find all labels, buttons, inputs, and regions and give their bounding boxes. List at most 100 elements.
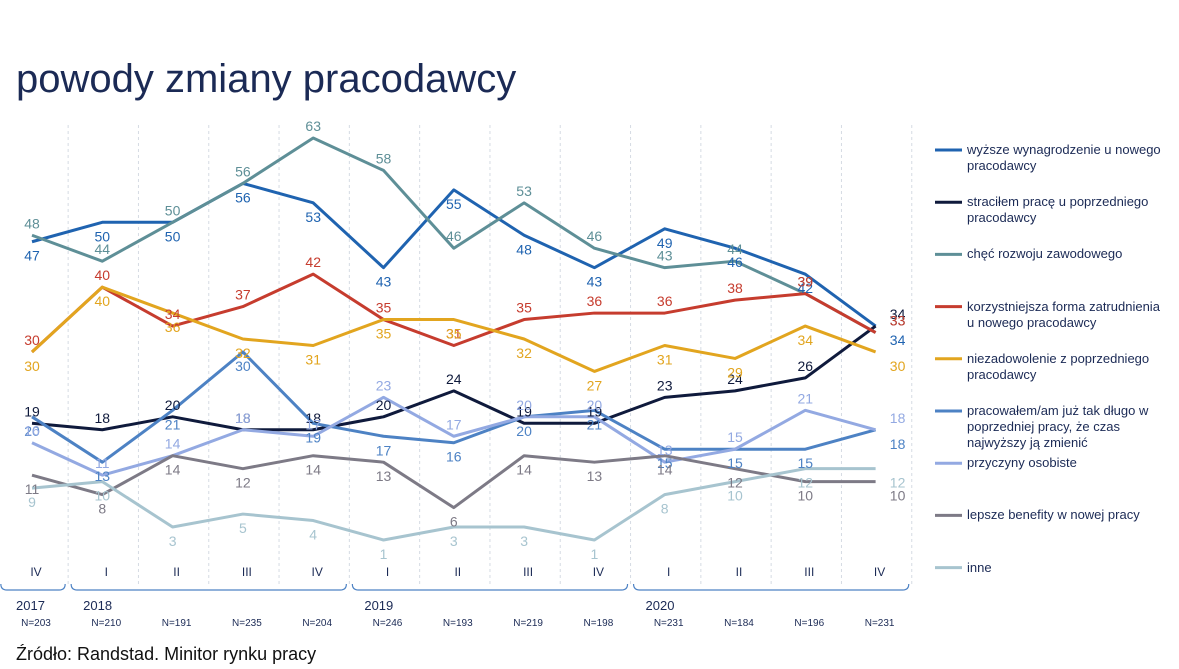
data-label: 43 — [587, 274, 603, 290]
sample-size: N=191 — [162, 618, 192, 629]
data-label: 53 — [305, 209, 321, 225]
x-tick-label: III — [242, 565, 252, 579]
data-label: 14 — [657, 462, 673, 478]
data-label: 50 — [165, 228, 181, 244]
data-label: 15 — [798, 455, 814, 471]
data-label: 34 — [798, 332, 814, 348]
x-tick-label: IV — [874, 565, 885, 579]
data-label: 12 — [235, 475, 251, 491]
x-tick-label: II — [173, 565, 180, 579]
data-label: 10 — [95, 488, 111, 504]
legend-label: straciłem pracę u poprzedniego pracodawc… — [967, 194, 1149, 226]
source: Źródło: Randstad. Minitor rynku pracy — [16, 644, 316, 664]
data-label: 58 — [376, 150, 392, 166]
x-tick-label: IV — [593, 565, 604, 579]
sample-size: N=203 — [21, 618, 51, 629]
series-line — [31, 324, 877, 432]
x-tick-label: III — [523, 565, 533, 579]
sample-size: N=231 — [654, 618, 684, 629]
data-label: 5 — [239, 520, 247, 536]
data-label: 30 — [24, 358, 40, 374]
data-label: 12 — [727, 475, 743, 491]
data-label: 43 — [657, 248, 673, 264]
data-label: 18 — [235, 410, 251, 426]
data-label: 20 — [165, 397, 181, 413]
sample-size: N=196 — [794, 618, 824, 629]
x-tick-label: III — [804, 565, 814, 579]
data-label: 35 — [516, 300, 532, 316]
data-label: 47 — [24, 248, 40, 264]
year-label: 2017 — [16, 598, 45, 613]
data-label: 18 — [890, 436, 906, 452]
data-label: 20 — [376, 397, 392, 413]
data-label: 18 — [890, 410, 906, 426]
data-label: 12 — [890, 475, 906, 491]
data-label: 44 — [95, 241, 111, 257]
sample-size: N=246 — [373, 618, 403, 629]
sample-size: N=198 — [584, 618, 614, 629]
series-line — [31, 350, 877, 464]
data-label: 10 — [727, 488, 743, 504]
chart-title: powody zmiany pracodawcy — [16, 57, 516, 101]
data-label: 31 — [305, 351, 321, 367]
data-label: 17 — [446, 416, 462, 432]
x-tick-label: II — [454, 565, 461, 579]
year-label: 2020 — [646, 598, 675, 613]
data-label: 13 — [657, 442, 673, 458]
x-tick-label: I — [105, 565, 108, 579]
data-label: 34 — [165, 306, 181, 322]
data-label: 14 — [165, 436, 181, 452]
data-label: 32 — [516, 345, 532, 361]
data-label: 11 — [95, 455, 110, 471]
data-label: 50 — [95, 228, 111, 244]
data-label: 56 — [235, 189, 251, 205]
data-label: 23 — [376, 377, 392, 393]
data-label: 4 — [309, 527, 317, 543]
data-label: 34 — [890, 332, 906, 348]
data-label: 19 — [24, 403, 40, 419]
data-label: 3 — [520, 533, 528, 549]
data-label: 13 — [587, 468, 603, 484]
data-label: 63 — [305, 118, 321, 134]
x-tick-label: II — [736, 565, 743, 579]
data-label: 18 — [235, 410, 251, 426]
data-label: 40 — [95, 293, 111, 309]
x-tick-label: IV — [312, 565, 323, 579]
sample-size: N=235 — [232, 618, 262, 629]
data-label: 17 — [305, 416, 321, 432]
data-label: 18 — [305, 410, 321, 426]
legend-label: przyczyny osobiste — [967, 455, 1077, 471]
data-label: 48 — [516, 241, 532, 257]
data-label: 31 — [446, 325, 462, 341]
data-label: 39 — [798, 274, 814, 290]
data-label: 46 — [446, 228, 462, 244]
legend-label: lepsze benefity w nowej pracy — [967, 507, 1140, 523]
data-label: 15 — [727, 455, 743, 471]
data-label: 46 — [727, 254, 743, 270]
data-label: 37 — [235, 287, 251, 303]
data-label: 50 — [165, 202, 181, 218]
data-label: 49 — [657, 235, 673, 251]
data-label: 10 — [890, 488, 906, 504]
series-line — [30, 272, 877, 354]
year-bracket — [632, 583, 910, 591]
data-label: 35 — [376, 300, 392, 316]
data-label: 38 — [727, 280, 743, 296]
legend-label: korzystniejsza forma zatrudnienia u nowe… — [967, 298, 1160, 330]
data-label: 20 — [24, 423, 40, 439]
data-label: 42 — [798, 280, 814, 296]
data-label: 6 — [450, 514, 458, 530]
sample-size: N=231 — [865, 618, 895, 629]
data-label: 15 — [727, 429, 743, 445]
data-label: 26 — [798, 358, 814, 374]
data-label: 16 — [24, 423, 40, 439]
data-label: 9 — [28, 494, 36, 510]
data-label: 24 — [446, 371, 462, 387]
data-label: 20 — [516, 423, 532, 439]
data-label: 40 — [95, 267, 111, 283]
legend-label: inne — [967, 559, 992, 575]
sample-size: N=210 — [91, 618, 121, 629]
data-label: 11 — [25, 481, 40, 497]
data-label: 56 — [235, 163, 251, 179]
data-label: 46 — [587, 228, 603, 244]
